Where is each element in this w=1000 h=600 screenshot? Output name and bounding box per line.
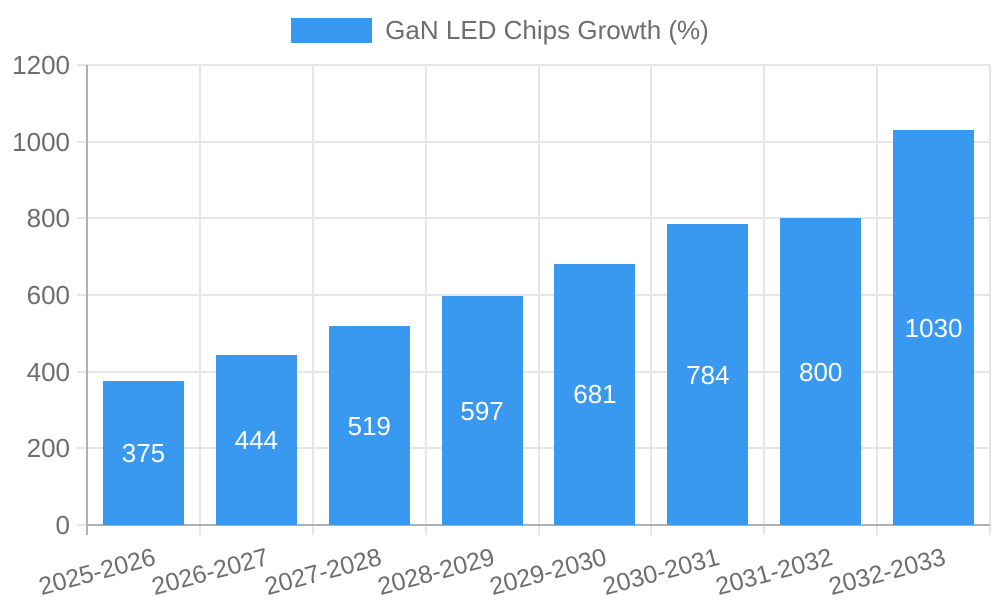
y-tick-label: 0 <box>55 510 70 540</box>
y-tick-mark <box>77 370 87 373</box>
bar-2027-2028[interactable] <box>328 326 410 525</box>
y-tick-mark <box>77 524 87 526</box>
x-tick-label: 2027-2028 <box>261 543 385 600</box>
legend[interactable]: GaN LED Chips Growth (%) <box>0 14 1000 46</box>
y-tick-label: 800 <box>26 203 70 234</box>
x-tick-label: 2032-2033 <box>825 543 949 600</box>
x-tick-mark <box>876 525 879 535</box>
bar-2031-2032[interactable] <box>780 218 862 525</box>
x-tick-label: 2030-2031 <box>600 543 723 600</box>
x-gridline <box>989 65 991 525</box>
y-axis-line <box>86 65 88 535</box>
bar-value-label: 784 <box>686 359 730 390</box>
bar-value-label: 375 <box>121 438 166 469</box>
x-gridline <box>763 65 766 525</box>
x-tick-label: 2029-2030 <box>487 543 610 600</box>
bar-value-label: 681 <box>573 379 617 410</box>
legend-label: GaN LED Chips Growth (%) <box>385 15 709 45</box>
x-gridline <box>424 65 427 525</box>
x-gridline <box>650 65 653 525</box>
y-tick-mark <box>77 447 87 450</box>
x-tick-label: 2031-2032 <box>712 543 836 600</box>
y-tick-label: 400 <box>26 356 70 387</box>
x-gridline <box>198 65 201 525</box>
bar-2028-2029[interactable] <box>441 296 523 525</box>
x-tick-mark <box>763 525 766 535</box>
bar-2025-2026[interactable] <box>102 381 184 525</box>
x-tick-mark <box>198 525 201 535</box>
y-tick-label: 1200 <box>12 50 70 80</box>
bar-value-label: 1030 <box>904 312 963 343</box>
y-tick-label: 600 <box>26 280 70 310</box>
x-tick-label: 2025-2026 <box>35 543 159 600</box>
y-tick-mark <box>77 64 87 66</box>
legend-swatch <box>291 17 373 43</box>
bar-2030-2031[interactable] <box>667 224 749 525</box>
x-gridline <box>876 65 879 525</box>
y-tick-mark <box>77 140 87 143</box>
y-tick-label: 200 <box>26 433 70 464</box>
x-tick-mark <box>311 525 314 535</box>
bar-value-label: 519 <box>347 410 391 441</box>
y-tick-label: 1000 <box>12 126 70 157</box>
x-gridline <box>537 65 540 525</box>
x-tick-mark <box>537 525 540 535</box>
y-tick-mark <box>77 294 87 296</box>
bar-2026-2027[interactable] <box>215 354 297 525</box>
bar-2029-2030[interactable] <box>554 263 636 525</box>
bar-value-label: 597 <box>460 395 504 426</box>
bar-2032-2033[interactable] <box>893 130 975 525</box>
x-tick-mark <box>989 525 991 535</box>
x-tick-label: 2026-2027 <box>148 543 272 600</box>
x-tick-mark <box>424 525 427 535</box>
bar-value-label: 444 <box>234 424 278 455</box>
x-axis-line <box>87 524 990 526</box>
x-tick-label: 2028-2029 <box>374 543 498 600</box>
x-gridline <box>311 65 314 525</box>
x-tick-mark <box>650 525 653 535</box>
bar-value-label: 800 <box>798 356 843 387</box>
y-tick-mark <box>77 217 87 220</box>
